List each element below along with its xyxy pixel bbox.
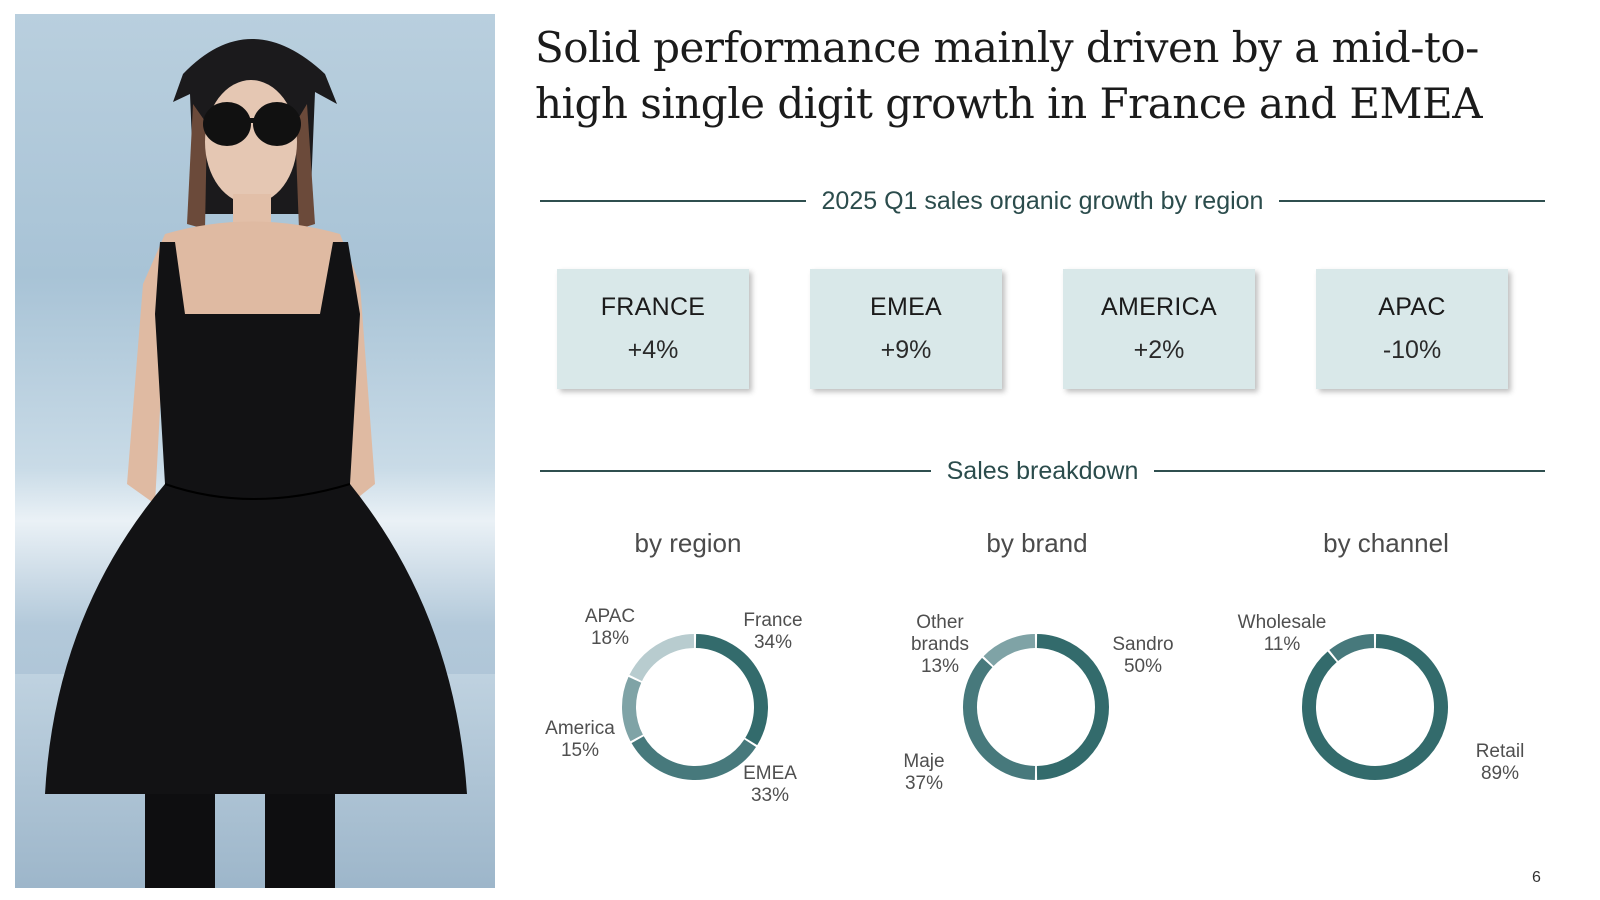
card-region: EMEA: [869, 293, 943, 321]
slice-label-other-brands: Other brands 13%: [910, 612, 970, 677]
card-region: FRANCE: [600, 293, 706, 321]
slice-label-sandro: Sandro 50%: [1112, 634, 1174, 677]
slice-label-america: America 15%: [545, 718, 615, 761]
page-number: 6: [1532, 869, 1541, 886]
donut-slice-france: [695, 634, 768, 746]
slice-label-emea: EMEA 33%: [743, 763, 797, 806]
growth-card-apac: APAC -10%: [1316, 269, 1508, 389]
slice-label-retail: Retail 89%: [1475, 741, 1525, 784]
sunglasses-icon: [203, 102, 251, 146]
slice-label-wholesale: Wholesale 11%: [1237, 612, 1327, 655]
black-dress: [45, 242, 467, 794]
breakdown-heading-text: Sales breakdown: [946, 456, 1139, 485]
model-illustration: [15, 39, 495, 888]
donut-svg: [963, 634, 1109, 780]
slice-label-france: France 34%: [743, 610, 803, 653]
slice-label-maje: Maje 37%: [903, 751, 945, 794]
model-photo: [15, 14, 495, 888]
heading-rule-right: [1279, 200, 1545, 202]
card-value: -10%: [1382, 336, 1442, 364]
donut-slice-retail: [1302, 634, 1448, 780]
heading-rule-right: [1154, 470, 1546, 472]
slice-label-apac: APAC 18%: [584, 606, 636, 649]
region-donut-chart: France 34% EMEA 33% America 15% APAC 18%: [545, 606, 840, 830]
donut-slice-other-brands: [983, 634, 1036, 667]
brand-donut-chart: Sandro 50% Maje 37% Other brands 13%: [900, 610, 1200, 830]
growth-section-heading: 2025 Q1 sales organic growth by region: [540, 186, 1545, 216]
donut-slice-wholesale: [1329, 634, 1375, 662]
donut-slice-emea: [631, 736, 757, 780]
donut-svg: [1302, 634, 1448, 780]
heading-rule-left: [540, 200, 806, 202]
donut-slice-maje: [963, 657, 1036, 780]
donut-slice-america: [622, 676, 644, 742]
brand-chart-subtitle: by brand: [986, 528, 1088, 558]
shoulders: [127, 221, 375, 504]
growth-card-france: FRANCE +4%: [557, 269, 749, 389]
growth-card-emea: EMEA +9%: [810, 269, 1002, 389]
donut-slice-sandro: [1036, 634, 1109, 780]
card-value: +4%: [627, 336, 679, 364]
growth-card-america: AMERICA +2%: [1063, 269, 1255, 389]
card-value: +2%: [1133, 336, 1185, 364]
breakdown-section-heading: Sales breakdown: [540, 456, 1546, 486]
card-region: AMERICA: [1100, 293, 1217, 321]
card-region: APAC: [1378, 293, 1446, 321]
heading-rule-left: [540, 470, 931, 472]
channel-chart-subtitle: by channel: [1323, 528, 1449, 558]
donut-slice-apac: [629, 634, 695, 682]
card-value: +9%: [880, 336, 932, 364]
channel-donut-chart: Retail 89% Wholesale 11%: [1237, 610, 1550, 830]
donut-svg: [622, 634, 768, 780]
region-chart-subtitle: by region: [634, 528, 742, 558]
growth-heading-text: 2025 Q1 sales organic growth by region: [821, 186, 1264, 215]
slide-title: Solid performance mainly driven by a mid…: [535, 23, 1483, 128]
